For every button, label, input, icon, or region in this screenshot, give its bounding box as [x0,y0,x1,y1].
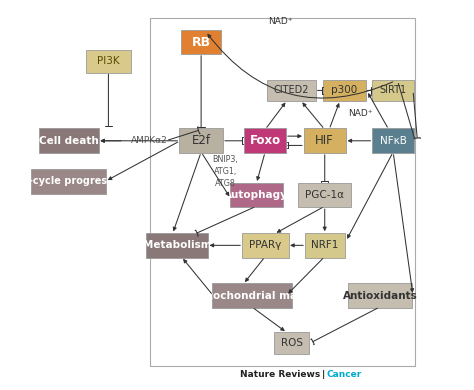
Text: CITED2: CITED2 [274,85,310,96]
FancyBboxPatch shape [86,50,131,73]
Text: Autophagy: Autophagy [224,190,288,200]
FancyBboxPatch shape [39,128,99,153]
Text: Nature Reviews |: Nature Reviews | [240,370,327,379]
FancyBboxPatch shape [303,128,346,153]
Text: AMPKα2: AMPKα2 [131,136,168,145]
FancyBboxPatch shape [244,128,286,153]
FancyBboxPatch shape [229,183,283,207]
FancyBboxPatch shape [305,233,345,258]
FancyBboxPatch shape [212,283,292,308]
Text: Foxo: Foxo [250,134,281,147]
FancyBboxPatch shape [146,233,208,258]
FancyBboxPatch shape [348,283,412,308]
FancyBboxPatch shape [372,128,414,153]
Text: Mitochondrial mass: Mitochondrial mass [194,291,310,301]
Text: NAD⁺: NAD⁺ [268,17,293,26]
Text: SIRT1: SIRT1 [380,85,407,96]
Text: RB: RB [191,35,210,48]
FancyBboxPatch shape [323,80,366,101]
FancyBboxPatch shape [179,128,223,153]
Text: Cancer: Cancer [327,370,362,379]
FancyBboxPatch shape [181,30,221,54]
Text: PGC-1α: PGC-1α [305,190,344,200]
FancyBboxPatch shape [267,80,316,101]
Text: BNIP3,
ATG1,
ATG8: BNIP3, ATG1, ATG8 [212,156,238,188]
FancyBboxPatch shape [31,169,107,194]
Text: Metabolism: Metabolism [143,240,211,250]
Text: NRF1: NRF1 [311,240,338,250]
FancyBboxPatch shape [372,80,414,101]
Text: NAD⁺: NAD⁺ [348,109,372,118]
Text: HIF: HIF [315,134,334,147]
Text: E2f: E2f [191,134,210,147]
FancyBboxPatch shape [242,233,289,258]
Text: PPARγ: PPARγ [249,240,281,250]
Text: ROS: ROS [281,338,302,348]
Text: PI3K: PI3K [97,57,120,66]
FancyBboxPatch shape [298,183,351,207]
Text: Cell-cycle progression: Cell-cycle progression [8,176,130,186]
Text: Antioxidants: Antioxidants [343,291,417,301]
FancyBboxPatch shape [274,332,310,354]
Text: Cell death: Cell death [39,136,99,146]
Text: p300: p300 [331,85,358,96]
Text: NFκB: NFκB [380,136,407,146]
